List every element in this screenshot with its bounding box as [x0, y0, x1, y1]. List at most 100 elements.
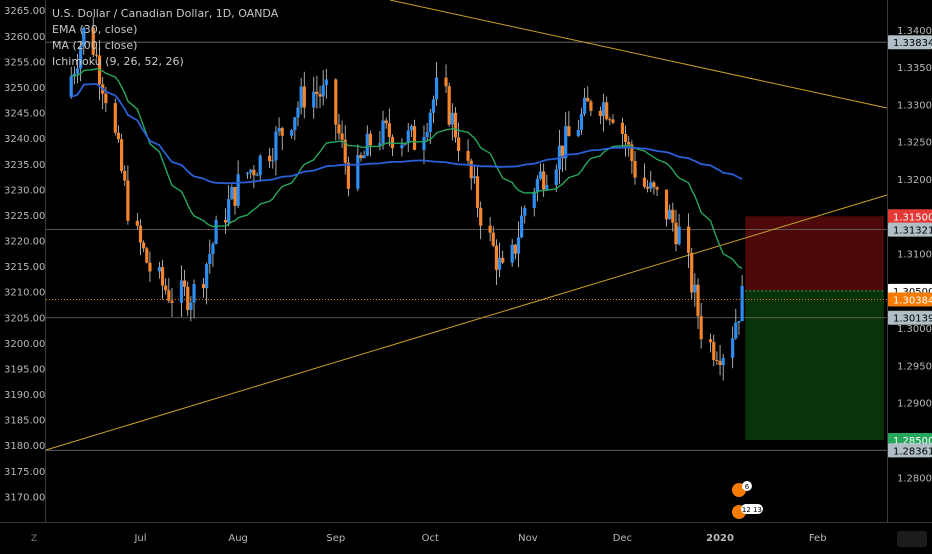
- candle[interactable]: [135, 213, 139, 230]
- candle[interactable]: [611, 114, 615, 125]
- candle[interactable]: [116, 125, 121, 144]
- candle[interactable]: [633, 150, 637, 185]
- candle[interactable]: [214, 215, 218, 245]
- candle[interactable]: [605, 96, 609, 121]
- candle[interactable]: [123, 165, 127, 187]
- candle[interactable]: [271, 147, 275, 169]
- candle[interactable]: [450, 103, 454, 141]
- candle[interactable]: [646, 179, 650, 193]
- candle[interactable]: [642, 163, 647, 189]
- candle[interactable]: [69, 66, 73, 99]
- candle[interactable]: [491, 226, 495, 248]
- candle[interactable]: [554, 164, 558, 193]
- price-badge[interactable]: 1.31500: [888, 209, 932, 224]
- indicator-ema-label[interactable]: EMA (30, close): [52, 23, 138, 36]
- candle[interactable]: [627, 136, 631, 157]
- candle[interactable]: [598, 106, 602, 125]
- candle[interactable]: [579, 107, 584, 135]
- candle[interactable]: [252, 164, 256, 189]
- ma-line[interactable]: [70, 82, 743, 185]
- candle[interactable]: [205, 262, 209, 305]
- candle[interactable]: [315, 75, 319, 109]
- candle[interactable]: [160, 259, 165, 300]
- candle[interactable]: [255, 172, 259, 177]
- candle[interactable]: [186, 281, 190, 316]
- candle[interactable]: [258, 154, 262, 182]
- indicator-ichimoku-label[interactable]: Ichimoku (9, 26, 52, 26): [52, 55, 184, 68]
- candle[interactable]: [444, 64, 448, 93]
- event-marker-top[interactable]: 6: [731, 481, 752, 497]
- candle[interactable]: [362, 150, 366, 159]
- candle[interactable]: [274, 125, 278, 176]
- candle[interactable]: [693, 273, 697, 307]
- candle[interactable]: [466, 139, 470, 166]
- candle[interactable]: [409, 124, 413, 138]
- candle[interactable]: [296, 101, 300, 127]
- candle[interactable]: [699, 303, 703, 349]
- candle[interactable]: [538, 163, 543, 181]
- candle[interactable]: [560, 145, 565, 172]
- candle[interactable]: [321, 70, 325, 106]
- candle[interactable]: [223, 208, 228, 234]
- candle[interactable]: [280, 126, 284, 151]
- candle[interactable]: [356, 144, 360, 192]
- candle[interactable]: [302, 71, 306, 119]
- candle[interactable]: [337, 113, 341, 140]
- candle[interactable]: [400, 138, 404, 157]
- candle[interactable]: [82, 26, 86, 55]
- candle[interactable]: [211, 241, 215, 267]
- candle[interactable]: [734, 308, 738, 340]
- candle[interactable]: [170, 288, 174, 317]
- candle[interactable]: [94, 46, 98, 59]
- candle[interactable]: [249, 168, 253, 179]
- candle[interactable]: [431, 95, 436, 124]
- candle[interactable]: [164, 278, 168, 295]
- candle[interactable]: [721, 353, 725, 381]
- candle[interactable]: [334, 78, 338, 141]
- candle[interactable]: [712, 334, 716, 367]
- candle[interactable]: [516, 221, 521, 267]
- candle[interactable]: [457, 122, 461, 162]
- candle[interactable]: [299, 77, 303, 115]
- candle[interactable]: [145, 246, 149, 264]
- price-badge[interactable]: 1.33834: [888, 35, 932, 50]
- candle[interactable]: [119, 133, 124, 174]
- candle[interactable]: [113, 98, 117, 136]
- candle[interactable]: [101, 77, 105, 110]
- candle[interactable]: [731, 326, 735, 369]
- candle[interactable]: [227, 184, 231, 227]
- candle[interactable]: [142, 240, 146, 253]
- candle[interactable]: [245, 171, 250, 179]
- candle[interactable]: [434, 62, 439, 106]
- candle[interactable]: [655, 186, 659, 197]
- candle[interactable]: [668, 204, 672, 220]
- candle[interactable]: [428, 108, 432, 144]
- price-badge[interactable]: 1.31321: [888, 222, 932, 237]
- candle[interactable]: [472, 166, 476, 184]
- candle[interactable]: [230, 184, 234, 200]
- candle[interactable]: [576, 119, 580, 138]
- candle[interactable]: [630, 140, 634, 174]
- candle[interactable]: [513, 243, 517, 260]
- candle[interactable]: [620, 117, 625, 148]
- candle[interactable]: [583, 88, 587, 117]
- candle[interactable]: [545, 174, 549, 191]
- candle[interactable]: [290, 128, 294, 139]
- candle[interactable]: [564, 112, 568, 171]
- candle[interactable]: [453, 107, 458, 143]
- candle[interactable]: [236, 160, 240, 209]
- candle[interactable]: [494, 239, 499, 285]
- candle[interactable]: [79, 42, 83, 82]
- candle[interactable]: [148, 251, 152, 283]
- candle[interactable]: [671, 202, 675, 232]
- candle[interactable]: [406, 122, 410, 153]
- ascending-trendline[interactable]: [45, 194, 888, 451]
- candle[interactable]: [586, 86, 590, 102]
- candle[interactable]: [664, 189, 669, 227]
- candle[interactable]: [740, 275, 744, 322]
- candle[interactable]: [447, 82, 451, 127]
- candle[interactable]: [601, 93, 606, 132]
- candle[interactable]: [208, 239, 212, 274]
- candle[interactable]: [690, 247, 694, 299]
